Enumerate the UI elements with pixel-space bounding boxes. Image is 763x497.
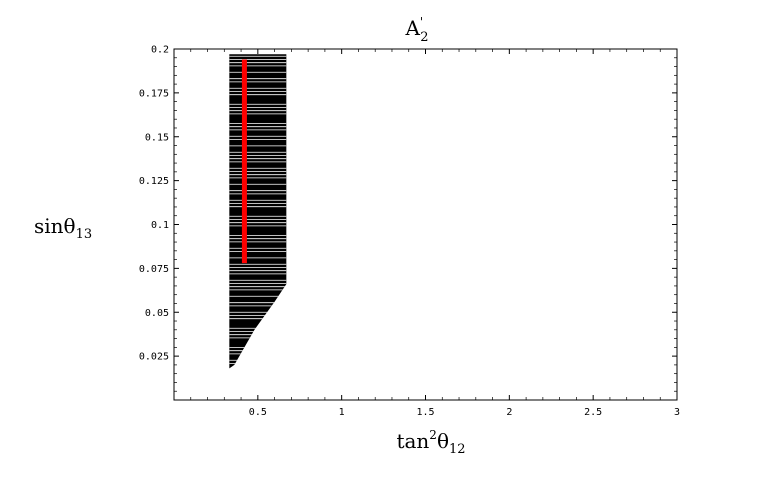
y-tick-label: 0.175 [139, 88, 169, 99]
chart-title-superscript: ' [420, 15, 423, 29]
chart-title-subscript: 2 [420, 30, 428, 45]
x-axis-label-theta: θ [437, 429, 449, 453]
y-tick-label: 0.15 [145, 132, 169, 143]
region-fill [229, 54, 287, 369]
y-tick-label: 0.075 [139, 264, 169, 275]
y-axis-label-base: sin [34, 214, 64, 238]
x-tick-label: 2.5 [584, 407, 602, 418]
y-axis-label-subscript: 13 [76, 227, 93, 242]
x-tick-label: 1.5 [416, 407, 434, 418]
x-axis-label-subscript: 12 [449, 442, 466, 457]
chart-title-base: A [404, 16, 420, 40]
y-axis-label-theta: θ [64, 214, 76, 238]
y-axis-label: sinθ13 [34, 214, 92, 242]
y-tick-label: 0.05 [145, 308, 169, 319]
y-tick-label: 0.1 [151, 220, 169, 231]
x-tick-label: 0.5 [249, 407, 267, 418]
x-tick-label: 2 [506, 407, 512, 418]
x-axis-label: tan2θ12 [396, 428, 465, 457]
y-tick-label: 0.025 [139, 352, 169, 363]
filled-region [229, 54, 287, 369]
y-tick-label: 0.125 [139, 176, 169, 187]
x-axis-ticks: 0.5 1 1.5 2 2.5 3 [190, 49, 680, 418]
x-axis-label-superscript: 2 [429, 428, 437, 442]
chart-title: A' 2 [404, 15, 428, 45]
x-tick-label: 3 [674, 407, 680, 418]
y-tick-label: 0.2 [151, 45, 169, 56]
x-axis-label-base: tan [396, 429, 429, 453]
y-axis-ticks: 0.025 0.05 0.075 0.1 0.125 0.15 0.175 0.2 [139, 45, 677, 392]
x-tick-label: 1 [339, 407, 345, 418]
